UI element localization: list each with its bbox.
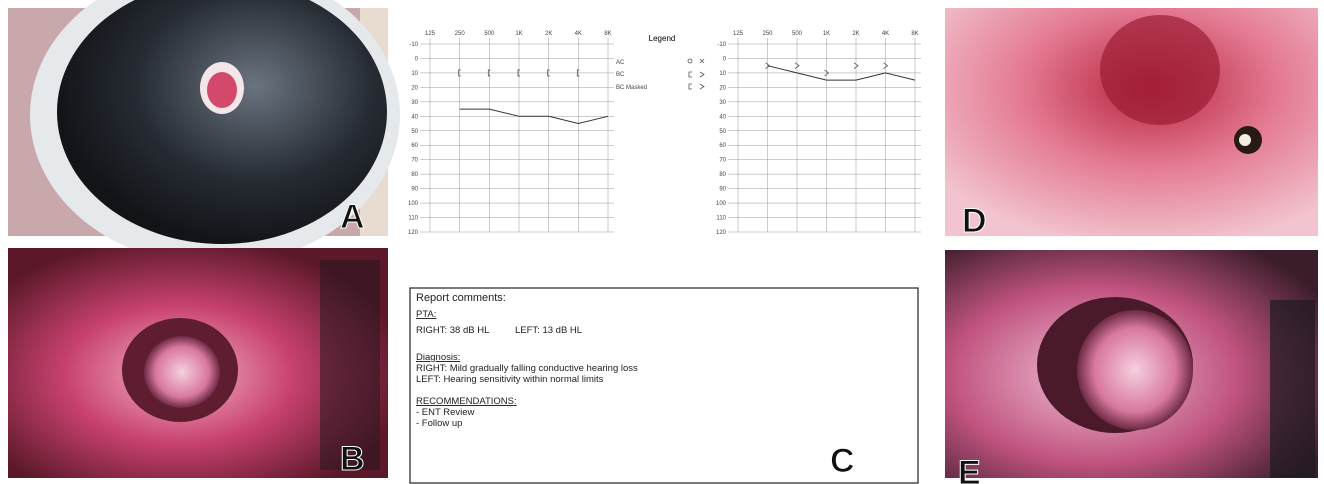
y-tick-label: 40 [719,114,726,120]
y-tick-label: 0 [723,56,727,62]
legend-item: BC Masked [616,85,647,91]
y-tick-label: 80 [411,172,418,178]
y-tick-label: 60 [411,143,418,149]
x-tick-label: 250 [762,31,773,37]
photo-b [8,248,388,478]
y-tick-label: 100 [408,201,419,207]
panel-label: B [340,440,365,478]
y-tick-label: 30 [719,100,726,106]
x-tick-label: 4K [575,31,582,37]
y-tick-label: 120 [716,230,727,236]
y-tick-label: 90 [719,187,726,193]
legend-title: Legend [649,34,676,43]
y-tick-label: -10 [409,42,418,48]
y-tick-label: 0 [415,56,419,62]
y-tick-label: 20 [719,85,726,91]
report-heading: Report comments: [416,292,506,304]
report-line: - ENT Review [416,407,475,418]
y-tick-label: 120 [408,230,419,236]
x-tick-label: 4K [882,31,889,37]
report-subheading: PTA: [416,309,436,320]
y-tick-label: 20 [411,85,418,91]
x-tick-label: 1K [823,31,830,37]
y-tick-label: 80 [719,172,726,178]
panel-label: E [958,454,981,484]
x-tick-label: 500 [484,31,495,37]
x-tick-label: 1K [515,31,522,37]
x-tick-label: 2K [545,31,552,37]
report-subheading: RECOMMENDATIONS: [416,396,517,407]
y-tick-label: 10 [719,71,726,77]
report-line: RIGHT: Mild gradually falling conductive… [416,363,638,374]
panel-label: C [830,442,855,480]
y-tick-label: 110 [408,216,418,222]
y-tick-label: 50 [719,129,726,135]
x-tick-label: 8K [604,31,611,37]
panel-label: A [340,198,365,236]
report-line: RIGHT: 38 dB HL [416,325,489,336]
x-tick-label: 2K [852,31,859,37]
x-tick-label: 8K [911,31,918,37]
report-line: LEFT: Hearing sensitivity within normal … [416,374,604,385]
y-tick-label: 60 [719,143,726,149]
x-tick-label: 125 [425,31,436,37]
y-tick-label: 110 [716,216,726,222]
y-tick-label: 10 [411,71,418,77]
photo-d [945,8,1318,236]
report-line: - Follow up [416,418,462,429]
legend-item: AC [616,60,625,66]
x-tick-label: 500 [792,31,803,37]
report-line: LEFT: 13 dB HL [515,325,582,336]
y-tick-label: -10 [717,42,726,48]
y-tick-label: 90 [411,187,418,193]
figure: Report comments: PTA: RIGHT: 38 dB HL LE… [0,0,1324,484]
y-tick-label: 100 [716,201,727,207]
report-subheading: Diagnosis: [416,352,460,363]
legend-symbols [688,59,704,89]
y-tick-label: 50 [411,129,418,135]
x-tick-label: 125 [733,31,744,37]
y-tick-label: 70 [719,158,726,164]
y-tick-label: 70 [411,158,418,164]
photo-e [945,250,1318,478]
legend-item: BC [616,72,625,78]
y-tick-label: 30 [411,100,418,106]
x-tick-label: 250 [455,31,466,37]
panel-label: D [962,202,987,240]
y-tick-label: 40 [411,114,418,120]
